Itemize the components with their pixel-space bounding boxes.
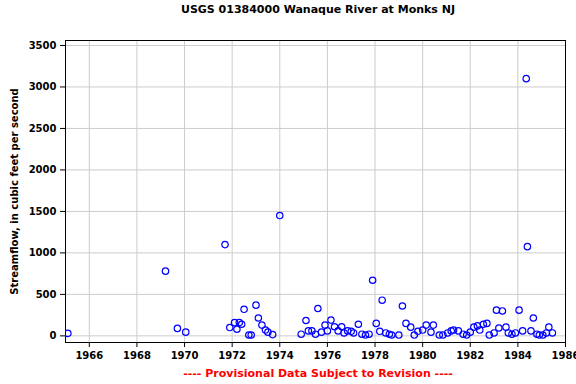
svg-text:1968: 1968 xyxy=(123,350,151,361)
html-text:USGS 01384000 Wanaque River at: USGS 01384000 Wanaque River at Monks NJ xyxy=(181,3,455,16)
svg-text:1500: 1500 xyxy=(29,206,57,217)
svg-text:1000: 1000 xyxy=(29,247,57,258)
svg-text:1986: 1986 xyxy=(552,350,576,361)
svg-text:1966: 1966 xyxy=(75,350,103,361)
html-text:---- Provisional Data Subject: ---- Provisional Data Subject to Revisio… xyxy=(183,367,453,380)
svg-text:2500: 2500 xyxy=(29,123,57,134)
svg-text:1984: 1984 xyxy=(504,350,532,361)
svg-text:1982: 1982 xyxy=(456,350,484,361)
svg-text:500: 500 xyxy=(36,289,57,300)
svg-text:1974: 1974 xyxy=(266,350,294,361)
svg-text:2000: 2000 xyxy=(29,164,57,175)
svg-text:0: 0 xyxy=(50,330,57,341)
svg-text:1972: 1972 xyxy=(218,350,246,361)
svg-text:3500: 3500 xyxy=(29,40,57,51)
svg-text:1978: 1978 xyxy=(361,350,389,361)
svg-text:Streamflow, in cubic feet per: Streamflow, in cubic feet per second xyxy=(9,88,20,294)
svg-text:1976: 1976 xyxy=(313,350,341,361)
svg-text:1970: 1970 xyxy=(171,350,199,361)
svg-text:1980: 1980 xyxy=(409,350,437,361)
svg-text:3000: 3000 xyxy=(29,81,57,92)
